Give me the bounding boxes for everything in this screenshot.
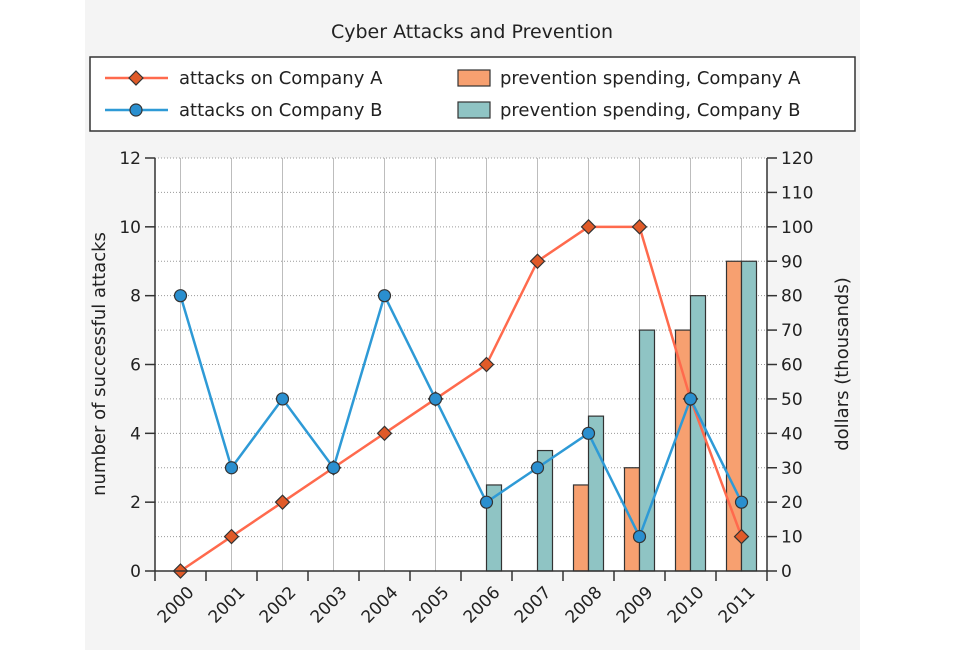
legend-swatch-spending-a — [457, 69, 491, 87]
y-tick-label: 4 — [130, 424, 141, 444]
y2-tick-label: 120 — [781, 149, 813, 169]
x-tick-label: 2000 — [154, 583, 199, 628]
y2-tick-label: 110 — [781, 183, 813, 203]
chart-panel: Cyber Attacks and Prevention attacks on … — [85, 0, 860, 650]
x-tick-label: 2006 — [460, 583, 505, 628]
point-attacks-a-2008 — [580, 218, 597, 235]
legend-marker-a — [128, 70, 144, 86]
point-attacks-b-2000 — [173, 289, 188, 303]
x-tick-label: 2011 — [715, 583, 760, 628]
y2-axis-label: dollars (thousands) — [832, 277, 853, 451]
legend-marker-b — [129, 103, 143, 117]
point-attacks-a-2006 — [478, 356, 495, 373]
chart: Cyber Attacks and Prevention attacks on … — [89, 21, 856, 628]
y2-tick-label: 30 — [781, 459, 803, 479]
plot-area: 0246810120102030405060708090100110120200… — [119, 149, 813, 628]
y2-tick-label: 60 — [781, 356, 803, 376]
y2-tick-label: 40 — [781, 424, 803, 444]
legend-label-spending-a: prevention spending, Company A — [500, 68, 801, 89]
point-attacks-b-2004 — [377, 289, 392, 303]
y2-tick-label: 0 — [781, 562, 792, 582]
point-attacks-a-2011 — [733, 528, 750, 545]
y-tick-label: 8 — [130, 287, 141, 307]
legend: attacks on Company A attacks on Company … — [89, 56, 856, 132]
point-attacks-b-2007 — [530, 461, 545, 475]
y-tick-label: 6 — [130, 356, 141, 376]
y2-tick-label: 90 — [781, 252, 803, 272]
point-attacks-b-2010 — [683, 392, 698, 406]
y2-tick-label: 100 — [781, 218, 813, 238]
legend-swatch-spending-b — [457, 101, 491, 119]
point-attacks-b-2008 — [581, 426, 596, 440]
point-attacks-b-2001 — [224, 461, 239, 475]
y-tick-label: 12 — [119, 149, 141, 169]
y2-tick-label: 10 — [781, 528, 803, 548]
bar-spending-a-2008 — [572, 484, 590, 572]
x-tick-label: 2010 — [664, 583, 709, 628]
series-line-attacks-a — [179, 225, 743, 573]
y2-tick-label: 20 — [781, 493, 803, 513]
point-attacks-b-2002 — [275, 392, 290, 406]
y-tick-label: 2 — [130, 493, 141, 513]
point-attacks-a-2007 — [529, 253, 546, 270]
x-tick-label: 2003 — [307, 583, 352, 628]
y2-tick-label: 50 — [781, 390, 803, 410]
point-attacks-b-2005 — [428, 392, 443, 406]
x-tick-label: 2004 — [358, 583, 403, 628]
bar-spending-a-2010 — [674, 329, 692, 572]
y-tick-label: 10 — [119, 218, 141, 238]
y-axis-label: number of successful attacks — [89, 232, 110, 496]
y-tick-label: 0 — [130, 562, 141, 582]
x-tick-label: 2005 — [409, 583, 454, 628]
point-attacks-a-2001 — [223, 528, 240, 545]
bar-spending-b-2011 — [740, 260, 758, 572]
point-attacks-a-2004 — [376, 425, 393, 442]
x-tick-label: 2007 — [511, 583, 556, 628]
legend-label-attacks-b: attacks on Company B — [179, 100, 382, 121]
x-tick-label: 2002 — [256, 583, 301, 628]
point-attacks-b-2006 — [479, 495, 494, 509]
point-attacks-a-2002 — [274, 494, 291, 511]
x-tick-label: 2008 — [562, 583, 607, 628]
legend-label-attacks-a: attacks on Company A — [179, 68, 383, 89]
point-attacks-b-2003 — [326, 461, 341, 475]
legend-label-spending-b: prevention spending, Company B — [500, 100, 801, 121]
point-attacks-b-2011 — [734, 495, 749, 509]
point-attacks-a-2009 — [631, 218, 648, 235]
legend-box — [89, 56, 856, 132]
chart-title: Cyber Attacks and Prevention — [331, 21, 613, 43]
series-line-attacks-b — [179, 294, 743, 538]
point-attacks-b-2009 — [632, 529, 647, 544]
y2-tick-label: 70 — [781, 321, 803, 341]
x-tick-label: 2001 — [205, 583, 250, 628]
bar-spending-a-2011 — [725, 260, 743, 572]
y2-tick-label: 80 — [781, 287, 803, 307]
x-tick-label: 2009 — [613, 583, 658, 628]
